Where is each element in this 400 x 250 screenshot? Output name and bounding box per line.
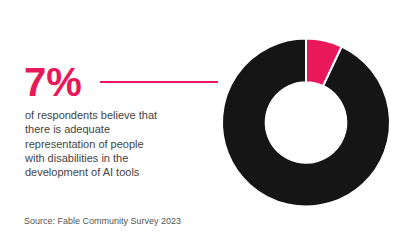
svg-text:of respondents believe thatthe: of respondents believe thatthere is adeq…	[24, 109, 157, 178]
svg-text:7%: 7%	[24, 60, 82, 104]
svg-text:Source: Fable Community Survey: Source: Fable Community Survey 2023	[24, 216, 181, 226]
